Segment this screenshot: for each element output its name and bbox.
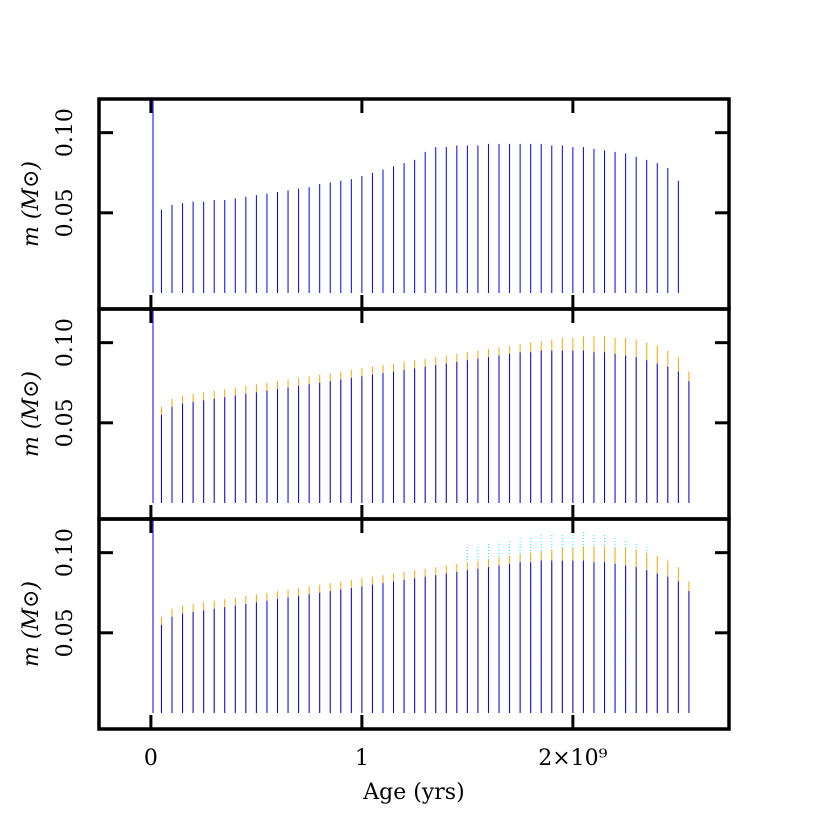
y-axis-label: m (M⊙) [19,581,44,667]
x-tick-label: 0 [144,746,158,771]
y-tick-label: 0.05 [53,608,78,657]
x-tick-label: 2×10⁹ [538,746,607,771]
y-tick-label: 0.05 [53,188,78,237]
x-tick-label: 1 [355,746,369,771]
y-tick-label: 0.10 [53,318,78,367]
frame [97,517,731,731]
x-axis-label: Age (yrs) [362,780,464,805]
y-tick-label: 0.05 [53,398,78,447]
y-tick-label: 0.10 [53,108,78,157]
y-tick-label: 0.10 [53,528,78,577]
y-axis-label: m (M⊙) [19,371,44,457]
y-axis-label: m (M⊙) [19,161,44,247]
